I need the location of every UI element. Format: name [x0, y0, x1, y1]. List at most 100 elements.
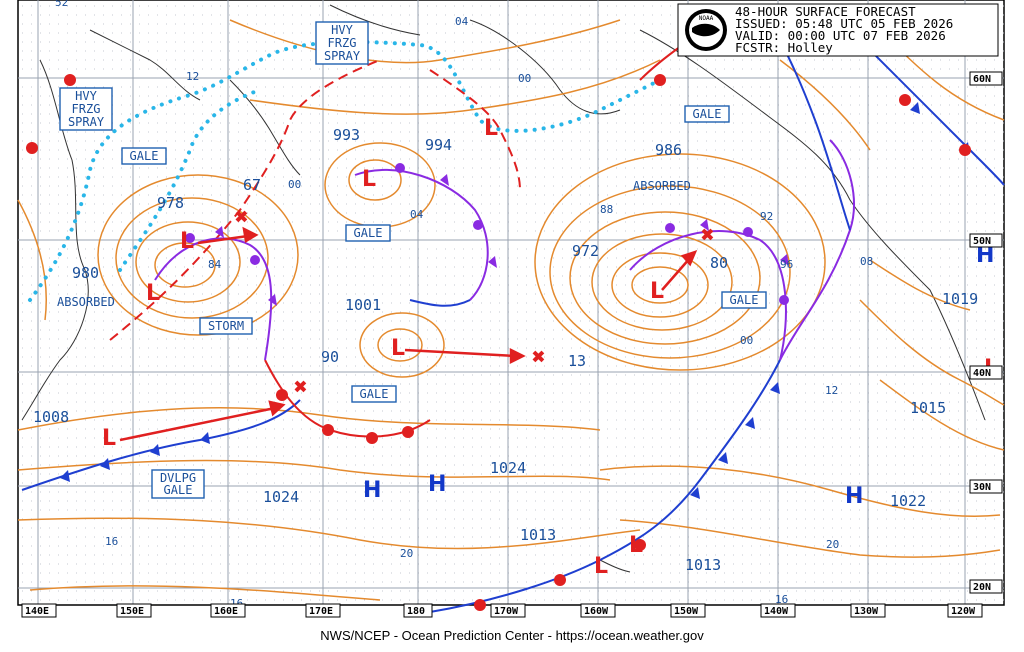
low-symbol: L — [650, 279, 664, 304]
isobar-label: 00 — [288, 178, 301, 191]
cold-front-northeast — [859, 39, 1005, 186]
isobar-label: 52 — [55, 0, 68, 9]
warning-text-line: SPRAY — [324, 49, 361, 63]
header-line-4: FCSTR: Holley — [735, 40, 833, 55]
ice-edge — [28, 40, 662, 302]
isobar-label: 08 — [860, 255, 873, 268]
low-symbol: L — [180, 229, 194, 254]
svg-text:120W: 120W — [951, 606, 976, 617]
pressure-label: 1015 — [910, 399, 946, 417]
svg-text:40N: 40N — [973, 368, 991, 379]
isobar-label: 20 — [400, 547, 413, 560]
occluded-front-center — [354, 168, 489, 301]
noaa-logo-text: NOAA — [699, 15, 714, 22]
absorbed-label: ABSORBED — [633, 179, 691, 193]
warning-labels: HVY FRZG SPRAY HVY FRZG SPRAY GALE GALE … — [59, 21, 767, 499]
movement-arrows: × × × × — [119, 205, 714, 442]
absorbed-labels: ABSORBED ABSORBED — [57, 179, 691, 309]
warning-text-line: DVLPG — [160, 471, 196, 485]
warning-box: STORM — [199, 317, 253, 335]
warning-text-line: FRZG — [328, 36, 357, 50]
warning-box: GALE — [721, 291, 767, 309]
high-symbol: H — [845, 484, 863, 509]
pressure-label: 1022 — [890, 492, 926, 510]
svg-text:20N: 20N — [973, 582, 991, 593]
isobars — [17, 19, 1005, 601]
svg-text:150E: 150E — [120, 606, 144, 617]
warning-box: GALE — [684, 105, 730, 123]
warning-text-line: HVY — [331, 23, 353, 37]
grid-dots — [22, 5, 1004, 601]
pressure-label: 1013 — [520, 526, 556, 544]
pressure-label: 1001 — [345, 296, 381, 314]
svg-text:STORM: STORM — [208, 319, 244, 333]
cold-front-east — [429, 359, 781, 613]
warning-text-line: FRZG — [72, 102, 101, 116]
isobar-label: 92 — [760, 210, 773, 223]
cold-front-north — [779, 39, 851, 231]
svg-text:160W: 160W — [584, 606, 609, 617]
dot-grid — [22, 5, 1004, 601]
cold-front-west — [21, 399, 301, 491]
isobar-label: 88 — [600, 203, 613, 216]
warning-box: GALE — [351, 385, 397, 403]
isobar-label: 12 — [825, 384, 838, 397]
pressure-label: 67 — [243, 176, 261, 194]
warning-text-line: SPRAY — [68, 115, 105, 129]
highs: H H H H — [363, 243, 994, 509]
coastlines — [21, 4, 986, 573]
svg-text:60N: 60N — [973, 74, 991, 85]
warning-box: DVLPG GALE — [151, 469, 205, 499]
svg-text:140W: 140W — [764, 606, 789, 617]
svg-text:130W: 130W — [854, 606, 879, 617]
low-symbol: L — [484, 116, 498, 141]
map-frame — [17, 0, 1005, 606]
low-symbol: L — [629, 533, 643, 558]
svg-text:×: × — [295, 376, 306, 397]
low-symbol: L — [146, 281, 160, 306]
pressure-label: 978 — [157, 194, 184, 212]
pressure-label: 980 — [72, 264, 99, 282]
header-line-1: 48-HOUR SURFACE FORECAST — [735, 4, 916, 19]
svg-text:×: × — [533, 346, 544, 367]
pressure-label: 1024 — [263, 488, 299, 506]
graticule — [18, 0, 1004, 605]
svg-text:180: 180 — [407, 606, 425, 617]
svg-text:150W: 150W — [674, 606, 699, 617]
warning-box: GALE — [345, 224, 391, 242]
front-symbols — [26, 74, 971, 611]
svg-text:170W: 170W — [494, 606, 519, 617]
svg-text:GALE: GALE — [354, 226, 383, 240]
pressure-label: 13 — [568, 352, 586, 370]
footer-credit: NWS/NCEP - Ocean Prediction Center - htt… — [320, 628, 704, 643]
svg-text:140E: 140E — [25, 606, 49, 617]
isobar-label: 16 — [775, 593, 788, 606]
svg-text:GALE: GALE — [693, 107, 722, 121]
svg-text:GALE: GALE — [730, 293, 759, 307]
high-symbol: H — [363, 478, 381, 503]
pressure-label: 80 — [710, 254, 728, 272]
warning-text-line: GALE — [164, 483, 193, 497]
low-symbol: L — [362, 167, 376, 192]
isobar-label: 96 — [780, 258, 793, 271]
low-symbol: L — [594, 554, 608, 579]
svg-text:GALE: GALE — [360, 387, 389, 401]
svg-text:160E: 160E — [214, 606, 238, 617]
pressure-label: 1024 — [490, 459, 526, 477]
pressure-label: 994 — [425, 136, 452, 154]
svg-text:×: × — [236, 206, 247, 227]
svg-text:30N: 30N — [973, 482, 991, 493]
svg-text:170E: 170E — [309, 606, 333, 617]
header-line-3: VALID: 00:00 UTC 07 FEB 2026 — [735, 28, 946, 43]
isobar-label: 12 — [186, 70, 199, 83]
longitude-labels: 140E 150E 160E 170E 180 170W 160W 150W 1… — [21, 603, 983, 618]
low-tracks — [109, 59, 521, 341]
isobar-label: 16 — [105, 535, 118, 548]
warm-front-east — [779, 139, 855, 361]
isobar-labels: 52 04 00 12 00 04 88 84 92 96 08 00 12 1… — [55, 0, 873, 610]
pressure-label: 1019 — [942, 290, 978, 308]
svg-text:50N: 50N — [973, 236, 991, 247]
pressure-label: 972 — [572, 242, 599, 260]
latitude-labels: 60N 50N 40N 30N 20N — [969, 71, 1003, 594]
